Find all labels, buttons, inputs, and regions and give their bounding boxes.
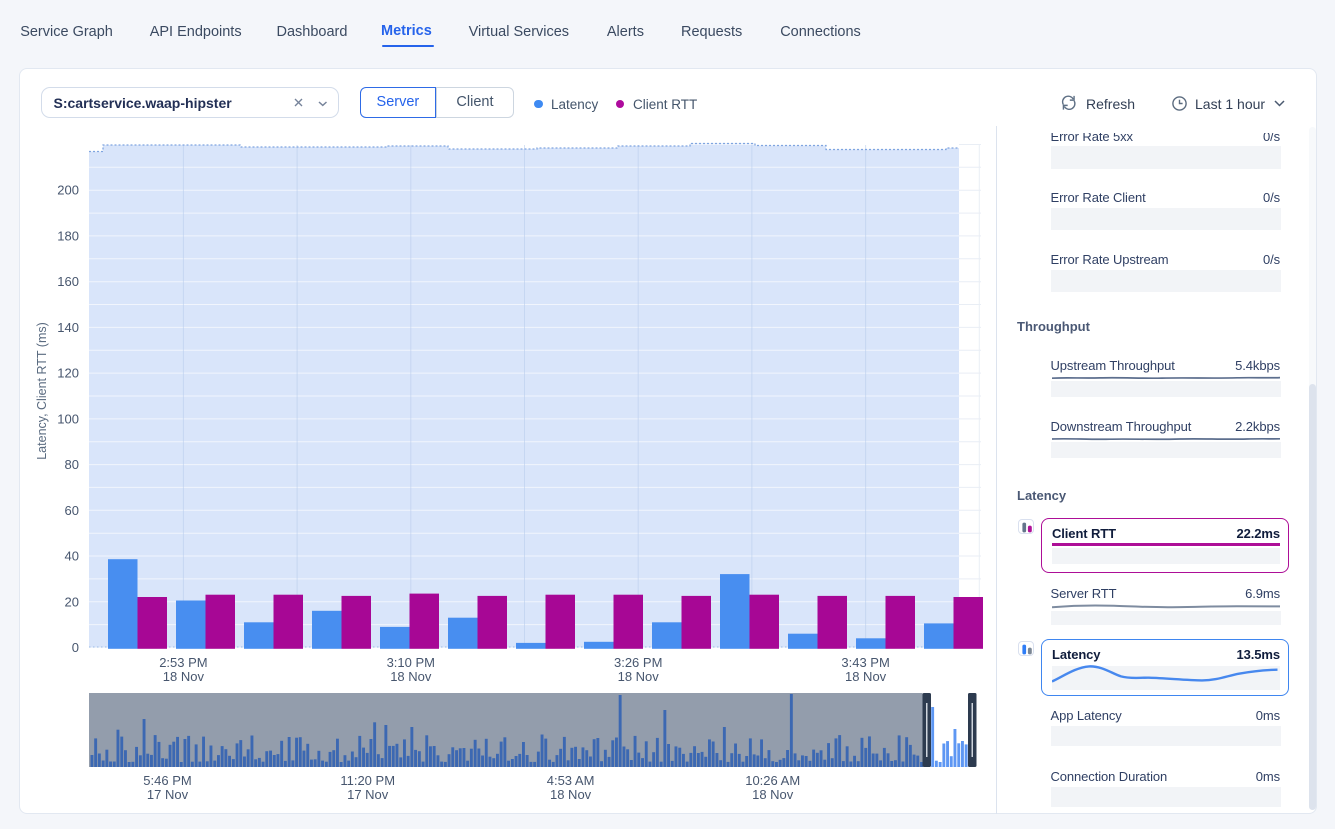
svg-text:11:20 PM: 11:20 PM	[340, 773, 395, 788]
svg-text:40: 40	[65, 549, 79, 564]
svg-text:17 Nov: 17 Nov	[147, 787, 189, 802]
svg-text:Latency, Client RTT (ms): Latency, Client RTT (ms)	[35, 322, 49, 460]
svg-text:5:46 PM: 5:46 PM	[143, 773, 191, 788]
svg-text:17 Nov: 17 Nov	[347, 787, 389, 802]
svg-text:20: 20	[65, 594, 79, 609]
svg-text:18 Nov: 18 Nov	[618, 669, 660, 684]
svg-text:3:10 PM: 3:10 PM	[387, 655, 435, 670]
svg-text:3:26 PM: 3:26 PM	[614, 655, 662, 670]
svg-text:4:53 AM: 4:53 AM	[547, 773, 595, 788]
svg-text:120: 120	[57, 366, 79, 381]
svg-text:80: 80	[65, 457, 79, 472]
svg-text:18 Nov: 18 Nov	[550, 787, 592, 802]
svg-text:100: 100	[57, 411, 79, 426]
svg-text:18 Nov: 18 Nov	[845, 669, 887, 684]
svg-text:18 Nov: 18 Nov	[163, 669, 205, 684]
svg-text:180: 180	[57, 228, 79, 243]
svg-text:3:43 PM: 3:43 PM	[841, 655, 889, 670]
svg-text:18 Nov: 18 Nov	[752, 787, 794, 802]
svg-text:160: 160	[57, 274, 79, 289]
svg-text:2:53 PM: 2:53 PM	[159, 655, 207, 670]
svg-text:60: 60	[65, 503, 79, 518]
svg-text:0: 0	[72, 640, 79, 655]
svg-text:10:26 AM: 10:26 AM	[745, 773, 800, 788]
svg-text:200: 200	[57, 183, 79, 198]
svg-text:140: 140	[57, 320, 79, 335]
svg-text:18 Nov: 18 Nov	[390, 669, 432, 684]
